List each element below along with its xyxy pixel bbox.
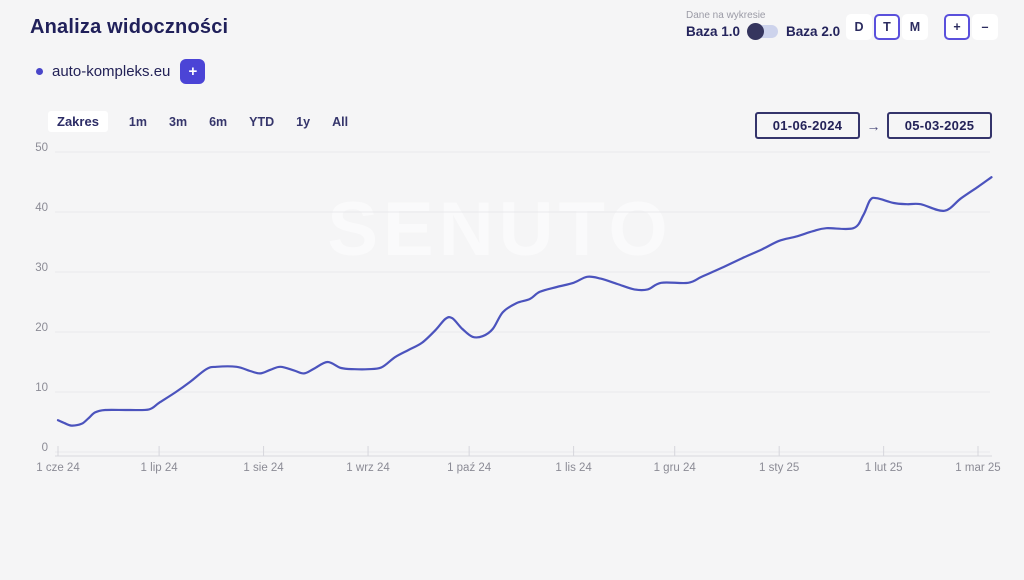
y-axis-label: 10 — [35, 382, 48, 394]
y-axis-label: 40 — [35, 202, 48, 214]
x-axis-label: 1 lut 25 — [865, 462, 903, 474]
series-bullet-icon — [36, 68, 43, 75]
chart-data-switch: Dane na wykresie Baza 1.0 Baza 2.0 — [686, 10, 841, 40]
x-axis-label: 1 cze 24 — [36, 462, 80, 474]
x-axis-label: 1 sty 25 — [759, 462, 799, 474]
plus-icon: + — [953, 20, 961, 34]
range-options: 1m 3m 6m YTD 1y All — [118, 112, 359, 132]
visibility-chart[interactable]: 0 10 20 30 40 50 1 cze 24 1 lip 24 1 sie 24 1 wrz… — [0, 140, 1024, 480]
add-domain-button[interactable]: + — [180, 59, 206, 84]
date-to-input[interactable]: 05-03-2025 — [887, 112, 992, 139]
range-option-1m[interactable]: 1m — [128, 114, 147, 129]
chart-data-switch-label: Dane na wykresie — [686, 10, 766, 21]
plus-icon: + — [188, 63, 198, 80]
y-axis-label: 0 — [42, 442, 48, 454]
granularity-button-d[interactable]: D — [846, 14, 872, 40]
date-range-picker: 01-06-2024 → 05-03-2025 — [755, 112, 992, 139]
y-axis-label: 50 — [35, 142, 48, 154]
x-axis-label: 1 lip 24 — [141, 462, 179, 474]
date-from-input[interactable]: 01-06-2024 — [755, 112, 860, 139]
range-option-3m[interactable]: 3m — [169, 114, 188, 129]
baza-1-label: Baza 1.0 — [686, 24, 741, 39]
range-option-1y[interactable]: 1y — [296, 114, 311, 129]
range-option-ytd[interactable]: YTD — [249, 114, 275, 129]
baza-toggle-switch[interactable] — [747, 23, 779, 40]
minus-icon: – — [981, 20, 989, 34]
zoom-out-button[interactable]: – — [972, 14, 998, 40]
x-axis-label: 1 mar 25 — [955, 462, 1000, 474]
arrow-right-icon: → — [866, 117, 881, 134]
senuto-watermark: SENUTO — [327, 187, 673, 272]
toggle-knob-icon — [747, 23, 765, 40]
x-axis-label: 1 wrz 24 — [346, 462, 390, 474]
baza-2-label: Baza 2.0 — [786, 24, 841, 39]
visibility-line-series — [56, 176, 993, 427]
range-label: Zakres — [48, 111, 108, 132]
x-axis-label: 1 paź 24 — [447, 462, 492, 474]
x-axis-label: 1 lis 24 — [555, 462, 592, 474]
range-bar: Zakres 1m 3m 6m YTD 1y All — [48, 111, 359, 132]
domain-label: auto-kompleks.eu — [52, 63, 171, 80]
y-axis-label: 20 — [35, 322, 48, 334]
range-option-all[interactable]: All — [332, 114, 349, 129]
granularity-button-m[interactable]: M — [902, 14, 928, 40]
y-axis-label: 30 — [35, 262, 48, 274]
page-title: Analiza widoczności — [30, 16, 229, 38]
zoom-in-button[interactable]: + — [944, 14, 970, 40]
zoom-controls: + – — [944, 14, 998, 40]
granularity-button-t[interactable]: T — [874, 14, 900, 40]
x-axis-label: 1 sie 24 — [243, 462, 284, 474]
range-option-6m[interactable]: 6m — [209, 114, 228, 129]
legend-item-domain[interactable]: auto-kompleks.eu + — [36, 59, 206, 84]
x-axis-label: 1 gru 24 — [654, 462, 697, 474]
